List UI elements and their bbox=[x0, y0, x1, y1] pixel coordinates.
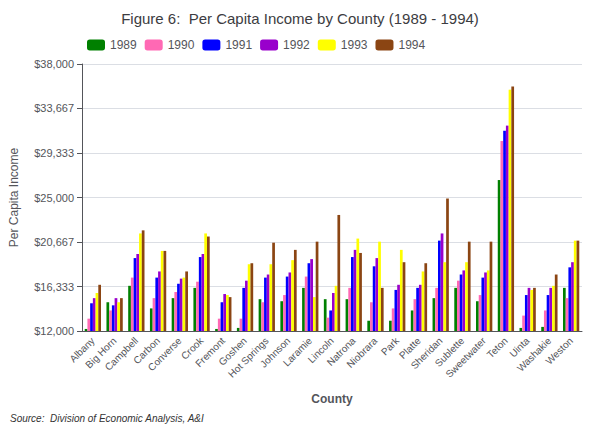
svg-text:$20,667: $20,667 bbox=[34, 236, 74, 248]
svg-text:Johnson: Johnson bbox=[257, 335, 293, 370]
svg-text:$33,667: $33,667 bbox=[34, 102, 74, 114]
svg-text:Weston: Weston bbox=[543, 335, 575, 367]
svg-text:Laramie: Laramie bbox=[281, 335, 315, 369]
svg-text:$25,000: $25,000 bbox=[34, 192, 74, 204]
svg-text:Carbon: Carbon bbox=[131, 335, 162, 366]
svg-text:Sheridan: Sheridan bbox=[408, 335, 445, 372]
svg-text:Washakie: Washakie bbox=[514, 335, 554, 374]
svg-text:Sweetwater: Sweetwater bbox=[443, 335, 488, 380]
svg-text:Niobrara: Niobrara bbox=[345, 335, 380, 370]
svg-text:Hot Springs: Hot Springs bbox=[226, 335, 271, 380]
svg-text:Uinta: Uinta bbox=[507, 335, 532, 360]
svg-text:$29,333: $29,333 bbox=[34, 147, 74, 159]
svg-text:Fremont: Fremont bbox=[193, 335, 228, 370]
svg-text:1992: 1992 bbox=[283, 38, 310, 52]
svg-text:Park: Park bbox=[378, 335, 402, 358]
svg-text:County: County bbox=[311, 392, 353, 406]
svg-text:1989: 1989 bbox=[110, 38, 137, 52]
svg-text:Sublette: Sublette bbox=[432, 335, 467, 369]
svg-text:Goshen: Goshen bbox=[216, 335, 249, 368]
svg-text:$38,000: $38,000 bbox=[34, 58, 74, 70]
svg-text:$12,000: $12,000 bbox=[34, 325, 74, 337]
svg-text:Converse: Converse bbox=[145, 335, 184, 374]
svg-text:Teton: Teton bbox=[485, 335, 510, 360]
svg-text:1991: 1991 bbox=[225, 38, 252, 52]
svg-text:$16,333: $16,333 bbox=[34, 281, 74, 293]
svg-text:Lincoln: Lincoln bbox=[305, 335, 336, 366]
svg-text:1993: 1993 bbox=[341, 38, 368, 52]
svg-text:Natrona: Natrona bbox=[324, 335, 358, 368]
svg-text:Crook: Crook bbox=[178, 335, 206, 362]
svg-text:1990: 1990 bbox=[168, 38, 195, 52]
svg-text:Campbell: Campbell bbox=[102, 335, 141, 373]
svg-text:Platte: Platte bbox=[397, 335, 423, 361]
svg-text:Per Capita Income: Per Capita Income bbox=[7, 147, 21, 247]
svg-text:Source: Division of Economic: Source: Division of Economic Analysis, A… bbox=[10, 413, 204, 424]
svg-text:Big Horn: Big Horn bbox=[83, 335, 119, 371]
svg-text:Figure 6: Per Capita Income b: Figure 6: Per Capita Income by County (1… bbox=[121, 10, 479, 27]
svg-text:Albany: Albany bbox=[67, 335, 97, 365]
svg-text:1994: 1994 bbox=[398, 38, 425, 52]
